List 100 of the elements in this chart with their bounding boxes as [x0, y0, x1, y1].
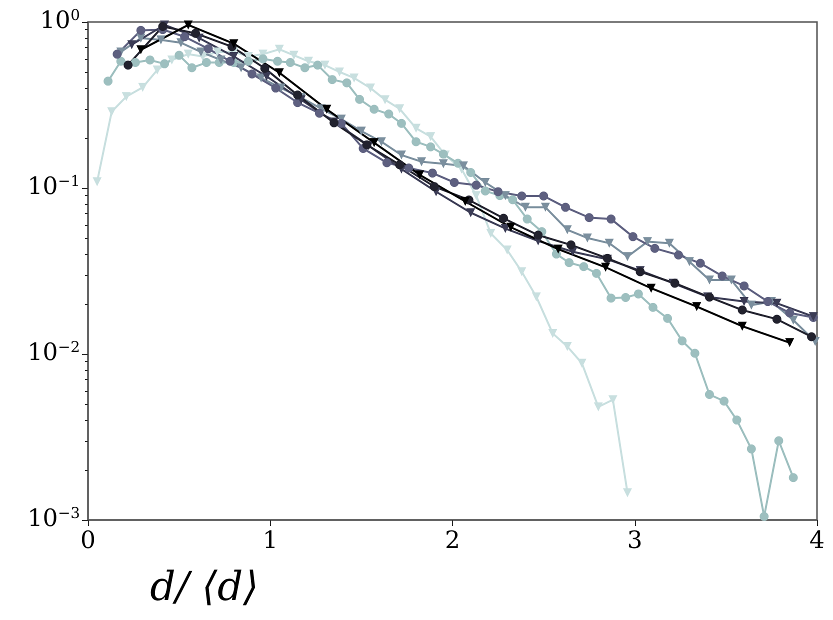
point: [548, 328, 558, 338]
point: [274, 68, 284, 78]
point: [582, 233, 592, 242]
point: [740, 281, 749, 290]
point: [732, 416, 742, 425]
point: [286, 58, 295, 68]
point: [430, 182, 439, 192]
x-tick-label: 4: [809, 526, 825, 554]
y-tick-label: 10$^{−3}$: [27, 504, 80, 532]
point: [554, 244, 563, 254]
point: [674, 250, 683, 260]
point: [396, 150, 406, 160]
point: [634, 289, 643, 298]
point: [355, 94, 364, 104]
point: [92, 177, 102, 186]
point: [592, 268, 601, 278]
x-tick-label: 0: [80, 526, 96, 554]
point: [229, 52, 238, 61]
point: [395, 104, 404, 114]
point: [622, 488, 632, 498]
point: [532, 292, 541, 302]
point: [746, 444, 756, 454]
point: [561, 202, 570, 212]
point: [229, 39, 238, 48]
point: [807, 332, 816, 342]
point: [684, 257, 694, 266]
point: [395, 160, 404, 170]
point: [322, 104, 332, 114]
point: [690, 348, 700, 358]
point: [328, 75, 337, 84]
point: [187, 63, 196, 72]
point: [601, 262, 610, 272]
point: [472, 180, 481, 190]
point: [417, 157, 426, 166]
point: [336, 118, 346, 128]
point: [184, 20, 193, 30]
point: [517, 192, 526, 200]
point: [517, 267, 526, 276]
point: [704, 390, 714, 400]
point: [112, 50, 122, 59]
point: [152, 65, 162, 74]
point: [566, 240, 576, 250]
point: [534, 230, 543, 240]
point: [621, 292, 630, 302]
point: [212, 47, 222, 56]
point: [380, 95, 390, 104]
point: [772, 314, 782, 324]
point: [577, 358, 586, 368]
point: [520, 202, 530, 212]
point: [160, 59, 170, 68]
point: [648, 302, 658, 312]
point: [320, 60, 330, 70]
point: [606, 294, 616, 303]
point: [384, 110, 394, 119]
point: [472, 191, 481, 200]
point: [785, 308, 794, 318]
point: [539, 192, 548, 200]
point: [480, 186, 490, 196]
point: [460, 196, 470, 206]
point: [138, 82, 148, 92]
point: [260, 64, 270, 73]
point: [415, 170, 424, 180]
point: [156, 35, 166, 44]
x-tick-label: 1: [262, 526, 278, 554]
point: [104, 76, 113, 86]
point: [404, 163, 414, 172]
point: [506, 222, 516, 232]
x-tick-label: 3: [627, 526, 642, 554]
point: [293, 90, 302, 100]
point: [271, 84, 280, 93]
point: [145, 56, 154, 65]
point: [370, 104, 379, 114]
point: [350, 73, 359, 82]
point: [522, 214, 532, 224]
point: [594, 402, 603, 412]
y-tick-label: 10$^{0}$: [40, 6, 80, 34]
point: [313, 60, 322, 70]
point: [788, 473, 798, 482]
point: [412, 137, 421, 146]
point: [274, 44, 284, 54]
point: [606, 214, 616, 224]
point: [130, 58, 140, 68]
point: [664, 238, 674, 248]
point: [726, 276, 736, 285]
point: [426, 132, 436, 142]
x-tick-label: 2: [444, 526, 460, 554]
point: [692, 302, 702, 312]
point: [174, 50, 184, 60]
point: [180, 32, 190, 42]
point: [480, 178, 490, 187]
point: [204, 44, 213, 54]
point: [720, 396, 729, 406]
point: [438, 159, 448, 168]
point: [608, 395, 618, 404]
point: [314, 108, 324, 118]
point: [738, 322, 747, 331]
point: [366, 84, 375, 93]
point: [579, 262, 588, 272]
point: [466, 208, 476, 218]
point: [763, 297, 772, 306]
